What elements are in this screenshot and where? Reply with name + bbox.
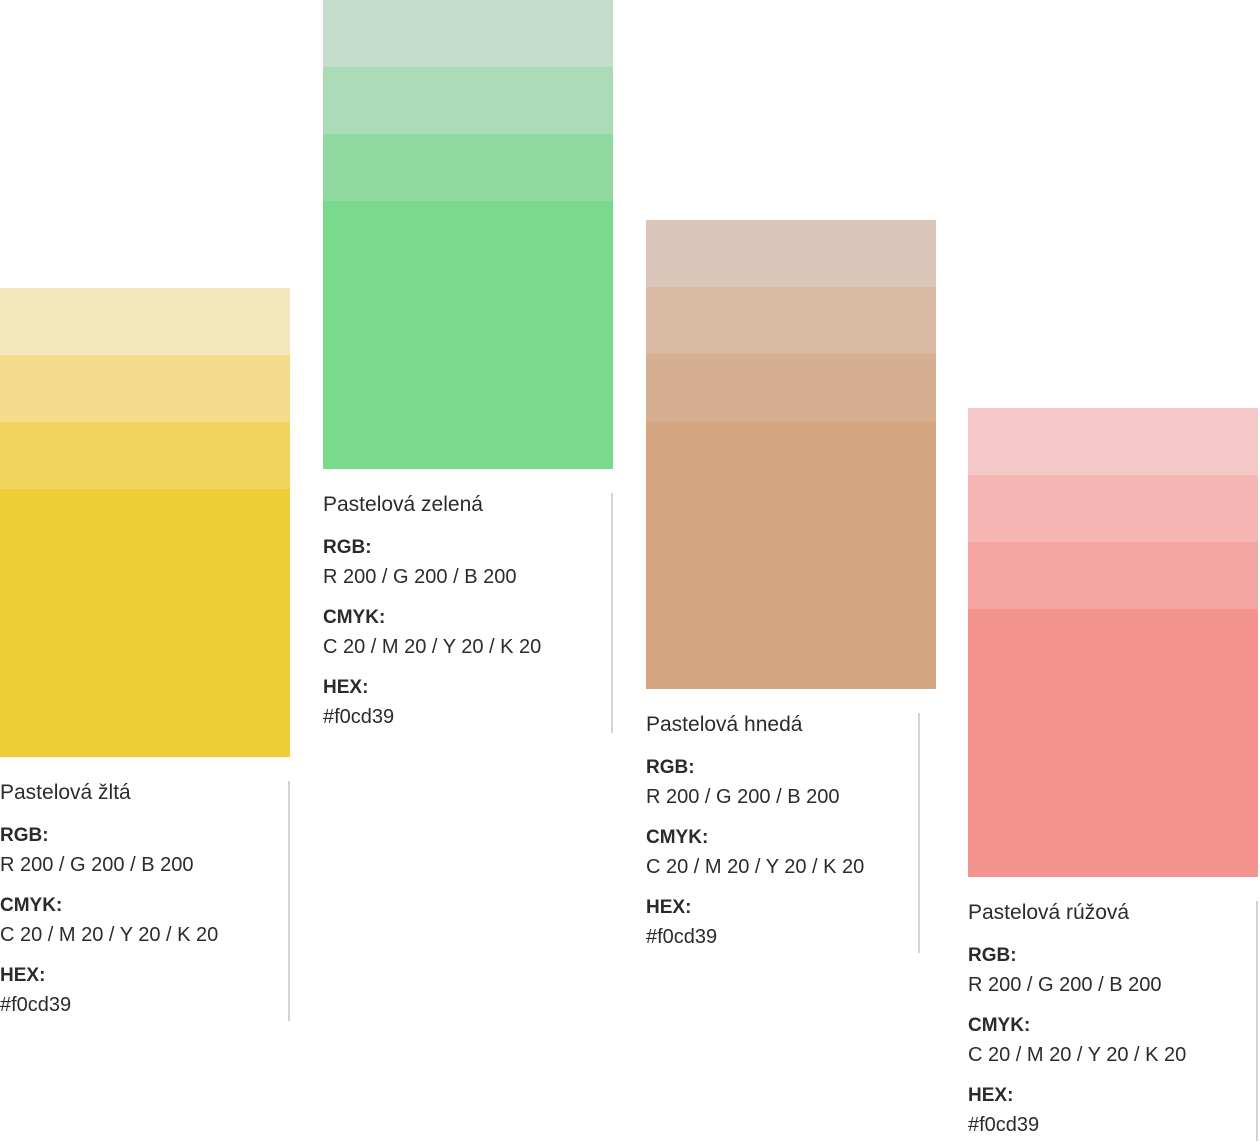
hex-label: HEX: xyxy=(323,677,369,698)
tint-stack xyxy=(646,220,936,689)
rgb-label: RGB: xyxy=(323,537,372,558)
hex-value: #f0cd39 xyxy=(0,994,72,1016)
tint-stack xyxy=(323,0,613,469)
tint-3 xyxy=(968,542,1258,609)
cmyk-label: CMYK: xyxy=(0,895,63,916)
color-name: Pastelová zelená xyxy=(323,493,483,516)
tint-3 xyxy=(646,354,936,421)
rgb-value: R 200 / G 200 / B 200 xyxy=(968,974,1162,996)
rgb-value: R 200 / G 200 / B 200 xyxy=(646,786,840,808)
swatch-yellow: Pastelová žltá RGB: R 200 / G 200 / B 20… xyxy=(0,288,290,1021)
tint-1 xyxy=(323,0,613,67)
cmyk-value: C 20 / M 20 / Y 20 / K 20 xyxy=(968,1044,1187,1066)
color-name: Pastelová rúžová xyxy=(968,901,1130,924)
color-info: Pastelová zelená RGB: R 200 / G 200 / B … xyxy=(323,469,613,733)
hex-label: HEX: xyxy=(968,1085,1014,1106)
color-info: Pastelová žltá RGB: R 200 / G 200 / B 20… xyxy=(0,757,290,1021)
tint-1 xyxy=(968,408,1258,475)
tint-2 xyxy=(323,67,613,134)
cmyk-label: CMYK: xyxy=(323,607,386,628)
tint-1 xyxy=(646,220,936,287)
tint-3 xyxy=(0,422,290,489)
tint-1 xyxy=(0,288,290,355)
color-name: Pastelová žltá xyxy=(0,781,131,804)
rgb-label: RGB: xyxy=(646,757,695,778)
rgb-label: RGB: xyxy=(968,945,1017,966)
divider xyxy=(611,493,613,733)
tint-stack xyxy=(968,408,1258,877)
tint-2 xyxy=(646,287,936,354)
swatch-pink: Pastelová rúžová RGB: R 200 / G 200 / B … xyxy=(968,408,1258,1141)
color-info: Pastelová rúžová RGB: R 200 / G 200 / B … xyxy=(968,877,1258,1141)
cmyk-value: C 20 / M 20 / Y 20 / K 20 xyxy=(646,856,865,878)
cmyk-value: C 20 / M 20 / Y 20 / K 20 xyxy=(323,636,542,658)
cmyk-label: CMYK: xyxy=(646,827,709,848)
tint-main xyxy=(646,421,936,689)
tint-main xyxy=(0,489,290,757)
rgb-value: R 200 / G 200 / B 200 xyxy=(323,566,517,588)
cmyk-value: C 20 / M 20 / Y 20 / K 20 xyxy=(0,924,219,946)
tint-2 xyxy=(968,475,1258,542)
cmyk-label: CMYK: xyxy=(968,1015,1031,1036)
swatch-green: Pastelová zelená RGB: R 200 / G 200 / B … xyxy=(323,0,613,733)
hex-value: #f0cd39 xyxy=(323,706,395,728)
divider xyxy=(918,713,920,953)
divider xyxy=(288,781,290,1021)
swatch-brown: Pastelová hnedá RGB: R 200 / G 200 / B 2… xyxy=(646,220,936,953)
color-info: Pastelová hnedá RGB: R 200 / G 200 / B 2… xyxy=(646,689,936,953)
divider xyxy=(1256,901,1258,1141)
tint-2 xyxy=(0,355,290,422)
tint-stack xyxy=(0,288,290,757)
tint-main xyxy=(968,609,1258,877)
rgb-label: RGB: xyxy=(0,825,49,846)
color-name: Pastelová hnedá xyxy=(646,713,803,736)
hex-label: HEX: xyxy=(646,897,692,918)
tint-main xyxy=(323,201,613,469)
hex-value: #f0cd39 xyxy=(968,1114,1040,1136)
tint-3 xyxy=(323,134,613,201)
hex-value: #f0cd39 xyxy=(646,926,718,948)
hex-label: HEX: xyxy=(0,965,46,986)
rgb-value: R 200 / G 200 / B 200 xyxy=(0,854,194,876)
